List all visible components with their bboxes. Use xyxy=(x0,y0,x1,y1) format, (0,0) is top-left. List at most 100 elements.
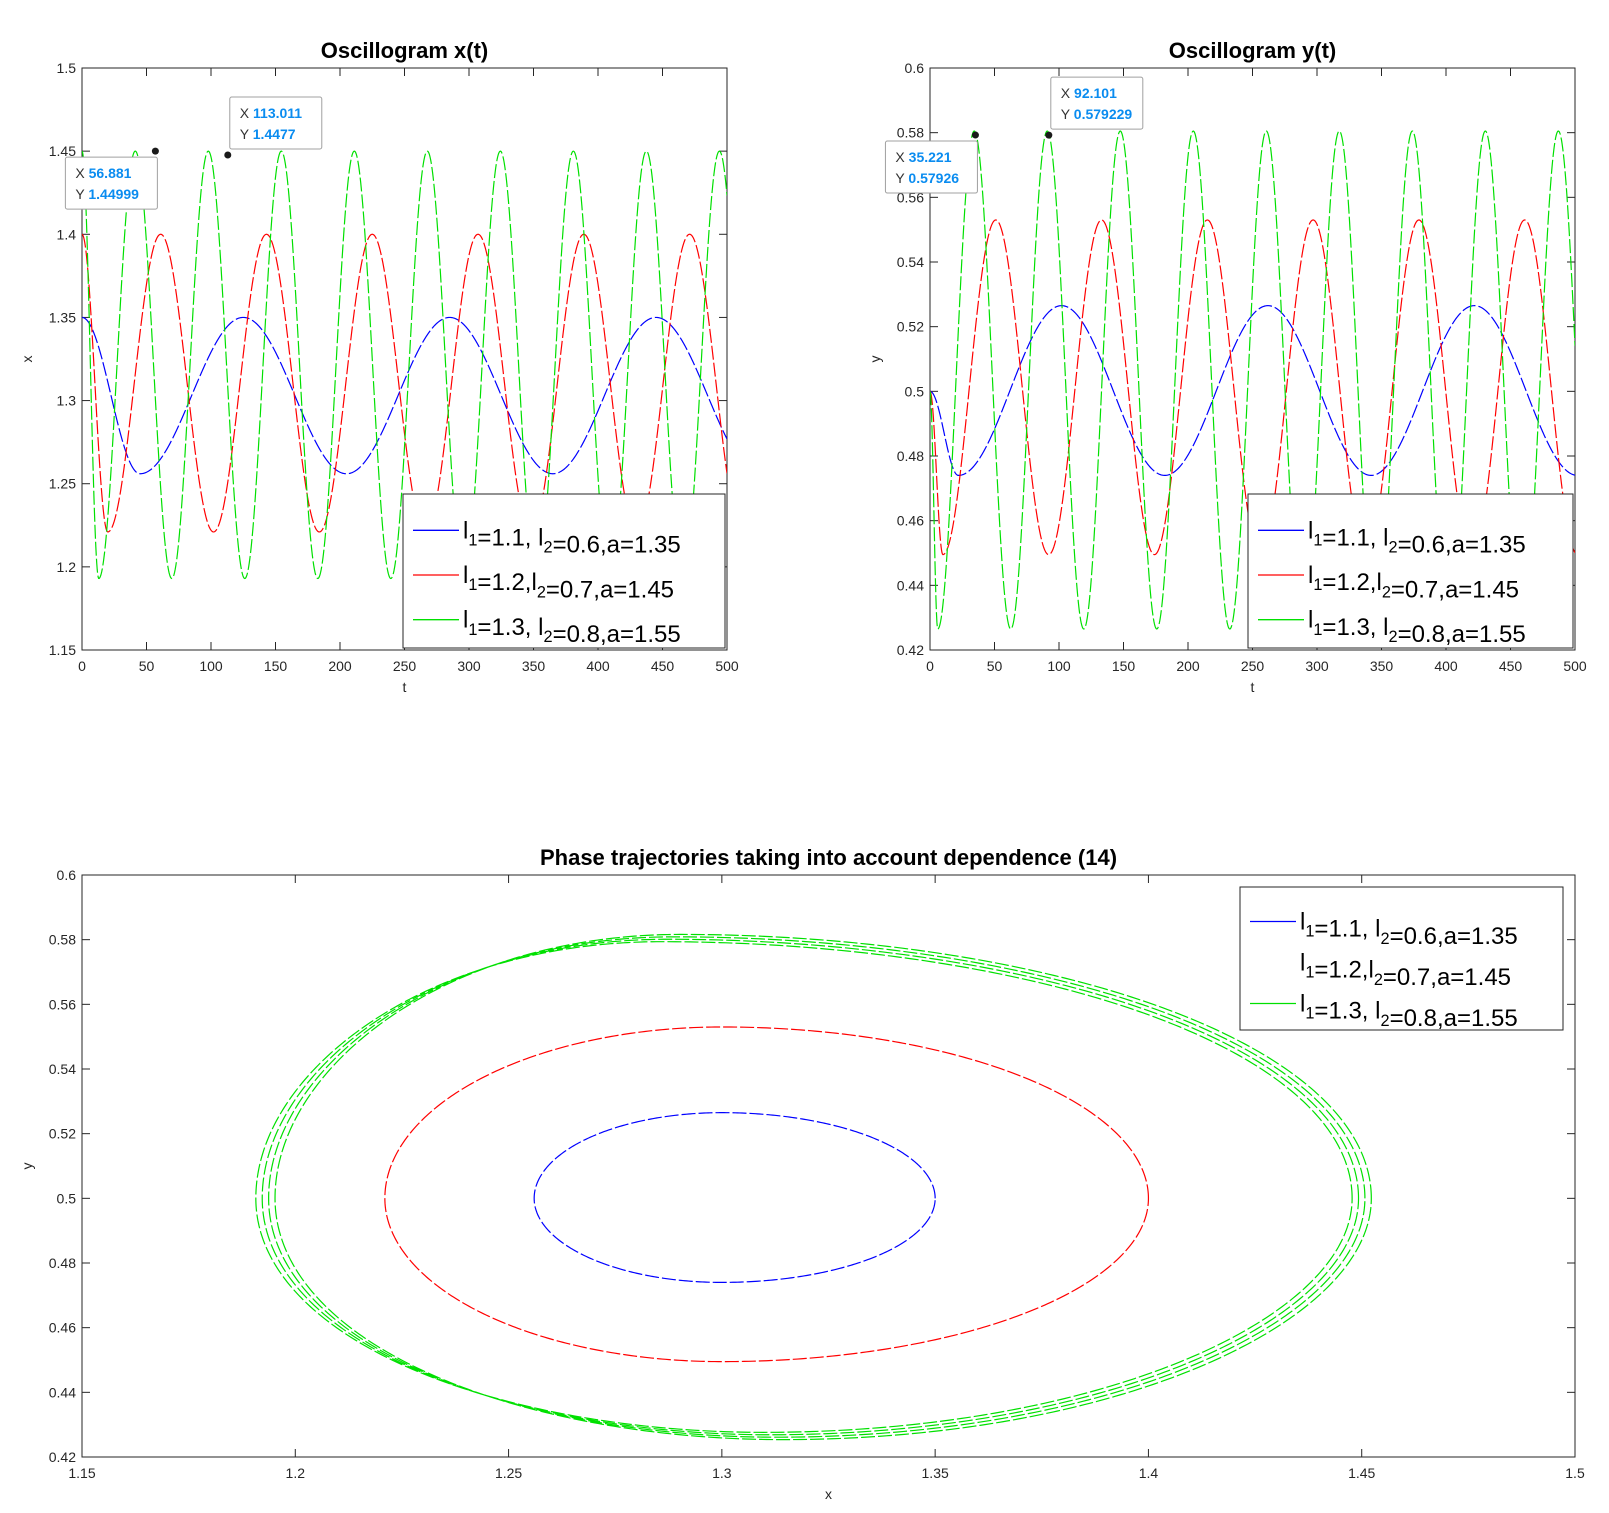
y-tick-label: 0.54 xyxy=(49,1061,76,1077)
axes-box xyxy=(81,874,1576,1458)
datatip-2[interactable]: X 113.011 Y 1.4477 xyxy=(224,96,323,159)
datatip-box xyxy=(229,96,323,150)
legend-box xyxy=(1239,886,1564,1031)
legend-label-2: l1=1.2,l2=0.7,a=1.45 xyxy=(463,562,674,603)
x-tick-label: 1.45 xyxy=(1348,1465,1375,1481)
y-tick-label: 0.44 xyxy=(49,1384,76,1400)
x-tick-label: 450 xyxy=(651,658,675,674)
datatip-x: X 92.101 xyxy=(1061,85,1117,101)
x-tick-label: 350 xyxy=(522,658,546,674)
y-tick-label: 0.58 xyxy=(897,125,924,141)
datatip-x: X 35.221 xyxy=(895,149,951,165)
x-tick-label: 500 xyxy=(715,658,739,674)
datatip-y: Y 1.4477 xyxy=(240,126,296,142)
datatip-marker xyxy=(971,131,979,139)
datatip-2[interactable]: X 92.101 Y 0.579229 xyxy=(1045,76,1144,139)
y-tick-label: 1.5 xyxy=(57,60,77,76)
legend-label-1: l1=1.1, l2=0.6,a=1.35 xyxy=(1300,909,1518,950)
x-tick-label: 300 xyxy=(1305,658,1329,674)
y-tick-label: 0.44 xyxy=(897,577,924,593)
plot-area xyxy=(255,933,1372,1441)
x-tick-label: 1.4 xyxy=(1139,1465,1159,1481)
legend-box xyxy=(1247,493,1574,649)
legend-label-1: l1=1.1, l2=0.6,a=1.35 xyxy=(463,517,681,558)
legend: l1=1.1, l2=0.6,a=1.35l1=1.2,l2=0.7,a=1.4… xyxy=(1247,493,1574,649)
x-tick-label: 1.3 xyxy=(712,1465,732,1481)
series-line-1 xyxy=(930,305,1575,477)
x-tick-label: 400 xyxy=(1434,658,1458,674)
datatip-y: Y 0.579229 xyxy=(1061,106,1133,122)
y-axis-label: y xyxy=(19,1163,35,1170)
x-tick-label: 500 xyxy=(1563,658,1587,674)
y-tick-label: 0.48 xyxy=(49,1255,76,1271)
datatip-x: X 113.011 xyxy=(240,105,303,121)
datatip-marker xyxy=(1045,131,1053,139)
legend: l1=1.1, l2=0.6,a=1.35l1=1.2,l2=0.7,a=1.4… xyxy=(1239,886,1564,1032)
y-tick-label: 0.56 xyxy=(49,996,76,1012)
y-tick-label: 0.52 xyxy=(897,319,924,335)
datatip-y: Y 0.57926 xyxy=(895,170,959,186)
legend-label-2: l1=1.2,l2=0.7,a=1.45 xyxy=(1300,950,1511,991)
x-tick-label: 1.5 xyxy=(1565,1465,1585,1481)
y-tick-label: 1.4 xyxy=(57,226,77,242)
legend-label-3: l1=1.3, l2=0.8,a=1.55 xyxy=(463,607,681,648)
y-tick-label: 0.46 xyxy=(897,513,924,529)
x-tick-label: 200 xyxy=(1176,658,1200,674)
y-tick-label: 1.35 xyxy=(49,309,76,325)
datatip-box xyxy=(1050,76,1144,130)
y-tick-label: 0.42 xyxy=(897,642,924,658)
x-tick-label: 400 xyxy=(586,658,610,674)
x-tick-label: 350 xyxy=(1370,658,1394,674)
x-tick-label: 150 xyxy=(264,658,288,674)
y-tick-label: 0.52 xyxy=(49,1126,76,1142)
x-tick-label: 0 xyxy=(926,658,934,674)
legend-label-3: l1=1.3, l2=0.8,a=1.55 xyxy=(1300,991,1518,1032)
series-line-3 xyxy=(255,933,1372,1441)
y-tick-label: 1.3 xyxy=(57,393,77,409)
chart-2: 0 50 100 150 200 250 300 350 400 450 500 0.42 0.44 0.… xyxy=(867,38,1587,695)
chart-3: 1.15 1.2 1.25 1.3 1.35 1.4 1.45 1.5 0.42 0.44 0.46… xyxy=(19,845,1585,1502)
x-tick-label: 50 xyxy=(987,658,1003,674)
x-tick-label: 150 xyxy=(1112,658,1136,674)
x-tick-label: 450 xyxy=(1499,658,1523,674)
legend: l1=1.1, l2=0.6,a=1.35l1=1.2,l2=0.7,a=1.4… xyxy=(402,493,726,649)
datatip-1[interactable]: X 56.881 Y 1.44999 xyxy=(64,147,159,210)
x-tick-label: 250 xyxy=(1241,658,1265,674)
chart-title: Phase trajectories taking into account d… xyxy=(540,845,1117,870)
x-tick-label: 100 xyxy=(199,658,223,674)
y-axis-label: x xyxy=(19,356,35,363)
x-tick-label: 1.35 xyxy=(922,1465,949,1481)
y-tick-label: 1.2 xyxy=(57,559,77,575)
series-line-2 xyxy=(384,1026,1150,1363)
x-tick-label: 1.15 xyxy=(68,1465,95,1481)
series-line-2 xyxy=(82,233,727,533)
y-tick-label: 0.6 xyxy=(905,60,925,76)
x-tick-label: 200 xyxy=(328,658,352,674)
chart-1: 0 50 100 150 200 250 300 350 400 450 500 1.15 1.2 1.2… xyxy=(19,38,739,695)
y-tick-label: 0.6 xyxy=(57,867,77,883)
y-tick-label: 1.25 xyxy=(49,476,76,492)
datatip-y: Y 1.44999 xyxy=(75,186,139,202)
legend-box xyxy=(402,493,726,649)
y-tick-label: 1.45 xyxy=(49,143,76,159)
x-tick-label: 100 xyxy=(1047,658,1071,674)
legend-label-2: l1=1.2,l2=0.7,a=1.45 xyxy=(1308,562,1519,603)
chart-title: Oscillogram y(t) xyxy=(1169,38,1336,63)
x-tick-label: 300 xyxy=(457,658,481,674)
datatip-marker xyxy=(151,147,159,155)
datatip-box xyxy=(64,156,158,210)
x-axis-label: x xyxy=(825,1486,832,1502)
datatip-1[interactable]: X 35.221 Y 0.57926 xyxy=(884,131,979,194)
x-axis-label: t xyxy=(403,679,407,695)
y-tick-label: 0.5 xyxy=(905,383,925,399)
datatip-x: X 56.881 xyxy=(75,165,131,181)
datatip-marker xyxy=(224,151,232,159)
y-tick-label: 0.5 xyxy=(57,1190,77,1206)
y-axis-label: y xyxy=(867,356,883,363)
chart-title: Oscillogram x(t) xyxy=(321,38,488,63)
series-line-1 xyxy=(533,1112,936,1283)
x-tick-label: 1.25 xyxy=(495,1465,522,1481)
datatip-box xyxy=(884,140,978,194)
series-line-3 xyxy=(930,130,1575,630)
